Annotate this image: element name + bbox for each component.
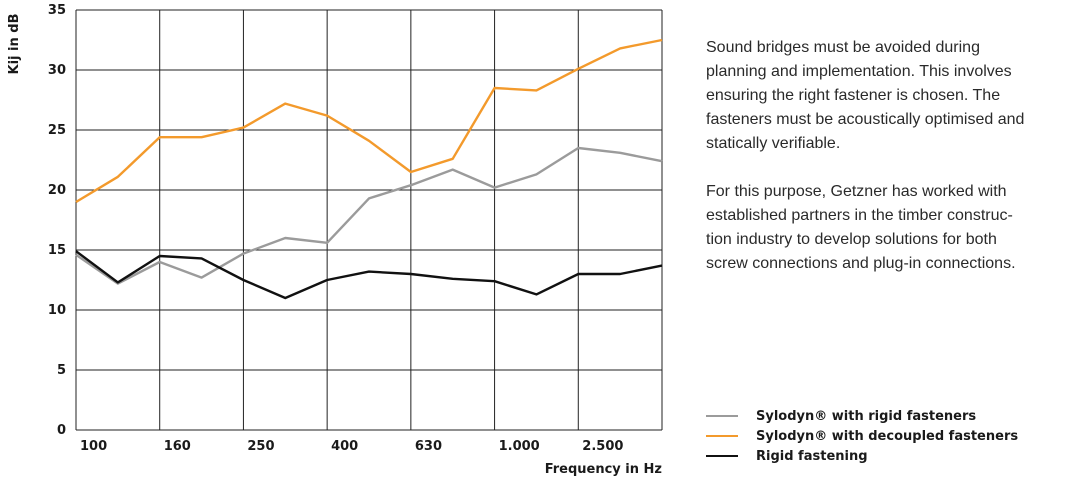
x-tick-label: 100 [80,439,107,454]
legend-item: Sylodyn® with decoupled fasteners [706,426,1018,446]
paragraph-getzner-solutions: For this purpose, Getzner has worked wit… [706,183,1016,272]
y-tick-label: 0 [57,423,66,438]
y-tick-label: 5 [57,363,66,378]
series-line-2 [75,38,663,204]
x-tick-label: 1.000 [499,439,540,454]
x-tick-label: 160 [164,439,191,454]
y-axis-ticks: 0 5 10 15 20 25 30 35 [48,3,66,438]
legend-label: Sylodyn® with decoupled fasteners [756,428,1019,444]
legend-label: Rigid fastening [756,448,868,464]
x-axis-label: Frequency in Hz [545,462,662,477]
y-tick-label: 30 [48,63,66,78]
paragraph-sound-bridges: Sound bridges must be avoided during pla… [706,39,1025,152]
chart-grid [75,9,663,431]
legend-item: Sylodyn® with rigid fasteners [706,406,1018,426]
chart-legend: Sylodyn® with rigid fasteners Sylodyn® wi… [706,406,1018,466]
x-axis-ticks: 100 160 250 400 630 1.000 2.500 [80,439,623,454]
x-tick-label: 630 [415,439,442,454]
series-line-1 [75,146,663,285]
chart: 0 5 10 15 20 25 30 35 100 160 250 400 630 1.000 2.500… [7,3,663,477]
legend-item: Rigid fastening [706,446,1018,466]
y-tick-label: 15 [48,243,66,258]
y-tick-label: 35 [48,3,66,18]
series-line-3 [75,250,663,300]
legend-swatch [706,435,738,437]
legend-swatch [706,415,738,417]
y-tick-label: 10 [48,303,66,318]
y-tick-label: 20 [48,183,66,198]
x-tick-label: 250 [247,439,274,454]
chart-series [75,38,663,300]
legend-swatch [706,455,738,457]
legend-label: Sylodyn® with rigid fasteners [756,408,977,424]
x-tick-label: 400 [331,439,358,454]
description-text: Sound bridges must be avoided during pla… [706,36,1067,300]
y-axis-label: Kij in dB [7,14,22,75]
x-tick-label: 2.500 [582,439,623,454]
y-tick-label: 25 [48,123,66,138]
